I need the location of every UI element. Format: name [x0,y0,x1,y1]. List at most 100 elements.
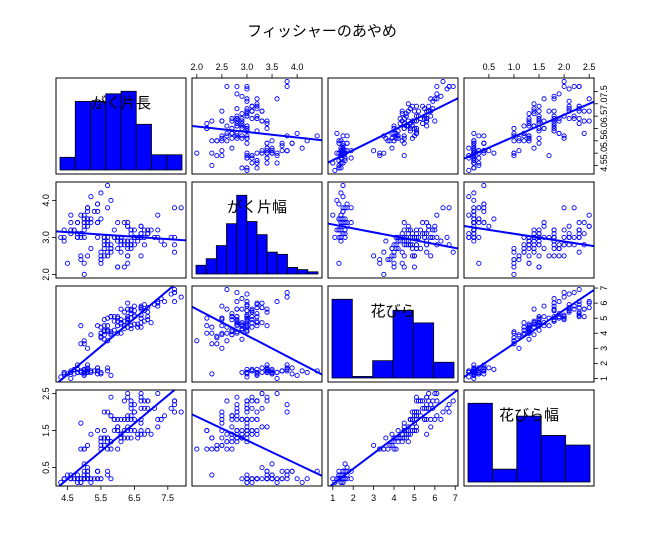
scatter-point [466,231,472,237]
scatter-point [536,128,542,134]
scatter-point [64,472,71,478]
scatter-point [249,314,255,320]
scatter-point [428,424,434,430]
scatter-point [244,369,250,375]
scatter-point [194,150,200,156]
scatter-point [234,116,240,122]
scatter-point [219,413,225,419]
panel-4-2 [191,389,323,487]
scatter-point [511,249,517,255]
scatter-point [145,227,151,233]
scatter-point [511,335,517,341]
tick-label: 6.0 [599,122,609,135]
scatter-point [229,416,235,423]
scatter-point [269,148,275,154]
scatter-point [476,368,482,374]
scatter-point [471,231,477,237]
scatter-point [284,83,290,90]
scatter-point [581,306,587,312]
scatter-point [81,212,87,218]
scatter-point [74,476,81,482]
scatter-point [78,446,84,452]
tick-label: 7.0 [599,98,609,111]
scatter-point [264,394,270,400]
scatter-point [224,130,230,136]
scatter-point [78,323,84,329]
scatter-point [551,123,557,129]
scatter-point [526,133,532,139]
tick-label: 1.5 [41,424,51,437]
scatter-point [115,245,121,252]
scatter-point [391,253,397,259]
scatter-point [556,91,562,97]
scatter-point [249,317,255,323]
scatter-point [556,245,562,252]
scatter-point [254,409,260,415]
histogram-bar [266,251,278,275]
scatter-point [229,332,235,338]
scatter-point [536,116,542,122]
scatter-point [161,413,168,419]
tick-label: 1.5 [533,62,546,72]
scatter-point [526,238,532,244]
scatter-point [118,439,124,445]
scatter-point [128,306,134,312]
scatter-point [229,329,235,335]
scatter-point [101,409,107,415]
scatter-point [229,118,235,124]
scatter-point [81,223,87,229]
scatter-point [118,238,124,244]
scatter-point [476,369,482,375]
scatter-point [108,394,114,400]
scatter-point [105,365,111,371]
scatter-point [476,160,482,166]
scatter-point [244,308,250,314]
regression-line [463,289,595,378]
scatter-point [244,133,250,139]
scatter-point [244,428,250,434]
scatter-point [383,238,389,244]
scatter-point [581,314,587,320]
scatter-point [581,108,587,114]
scatter-point [556,299,562,305]
tick-label: 2.5 [216,62,229,72]
scatter-point [556,118,562,124]
scatter-point [556,130,562,136]
scatter-point [171,409,178,415]
scatter-point [204,446,210,452]
scatter-point [269,138,275,144]
scatter-point [516,148,522,154]
scatter-point [78,420,84,426]
scatter-point [101,253,107,259]
scatter-point [234,416,240,423]
scatter-point [561,133,567,139]
scatter-point [85,345,91,351]
scatter-point [138,420,144,426]
scatter-point [336,472,342,478]
scatter-point [125,300,131,306]
panel-frame [55,285,187,383]
tick-label: 2.0 [558,62,571,72]
scatter-point [269,472,275,478]
scatter-point [234,405,240,411]
scatter-point [128,435,134,441]
scatter-point [417,245,424,252]
scatter-point [516,345,522,351]
scatter-point [551,308,557,314]
scatter-point [531,332,537,338]
scatter-point [115,264,121,270]
scatter-point [581,220,587,226]
scatter-point [194,338,200,344]
scatter-point [521,320,527,326]
tick-label: 5.5 [95,493,108,503]
scatter-point [105,472,111,478]
panel-frame [191,181,323,279]
scatter-point [249,116,255,122]
scatter-point [98,435,104,441]
scatter-point [244,405,250,411]
scatter-point [229,116,235,122]
scatter-point [332,167,338,173]
scatter-point [336,216,342,222]
scatter-point [274,150,280,156]
scatter-point [434,212,440,218]
